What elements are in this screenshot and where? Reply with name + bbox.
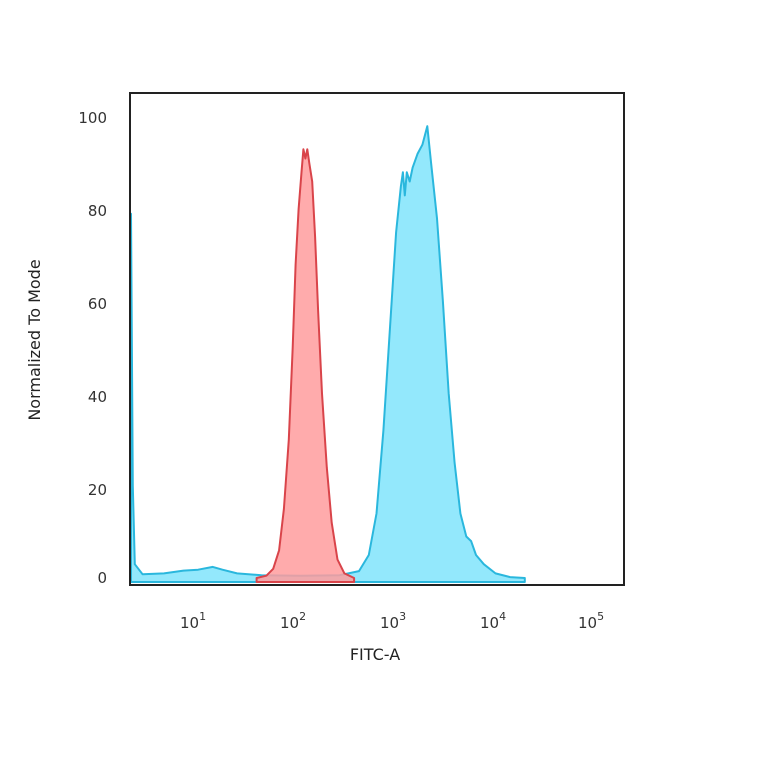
x-axis-title: FITC-A xyxy=(350,645,400,664)
y-axis: 0 20 40 60 80 100 xyxy=(78,109,107,587)
x-tick-label: 101 xyxy=(180,610,206,632)
y-axis-title: Normalized To Mode xyxy=(25,259,44,420)
x-tick-label: 103 xyxy=(380,610,406,632)
x-tick-label: 102 xyxy=(280,610,306,632)
plot-frame xyxy=(129,92,625,586)
y-tick-label: 80 xyxy=(88,202,107,220)
y-tick-label: 20 xyxy=(88,481,107,499)
x-axis: 101 102 103 104 105 xyxy=(180,610,604,632)
y-tick-label: 0 xyxy=(97,569,107,587)
x-tick-label: 104 xyxy=(480,610,506,632)
y-tick-label: 40 xyxy=(88,388,107,406)
y-tick-label: 60 xyxy=(88,295,107,313)
series-fitc-stained-area xyxy=(130,125,526,583)
x-tick-label: 105 xyxy=(578,610,604,632)
y-tick-label: 100 xyxy=(78,109,107,127)
series-isotype-control-area xyxy=(255,148,356,583)
plot-area xyxy=(130,125,526,583)
